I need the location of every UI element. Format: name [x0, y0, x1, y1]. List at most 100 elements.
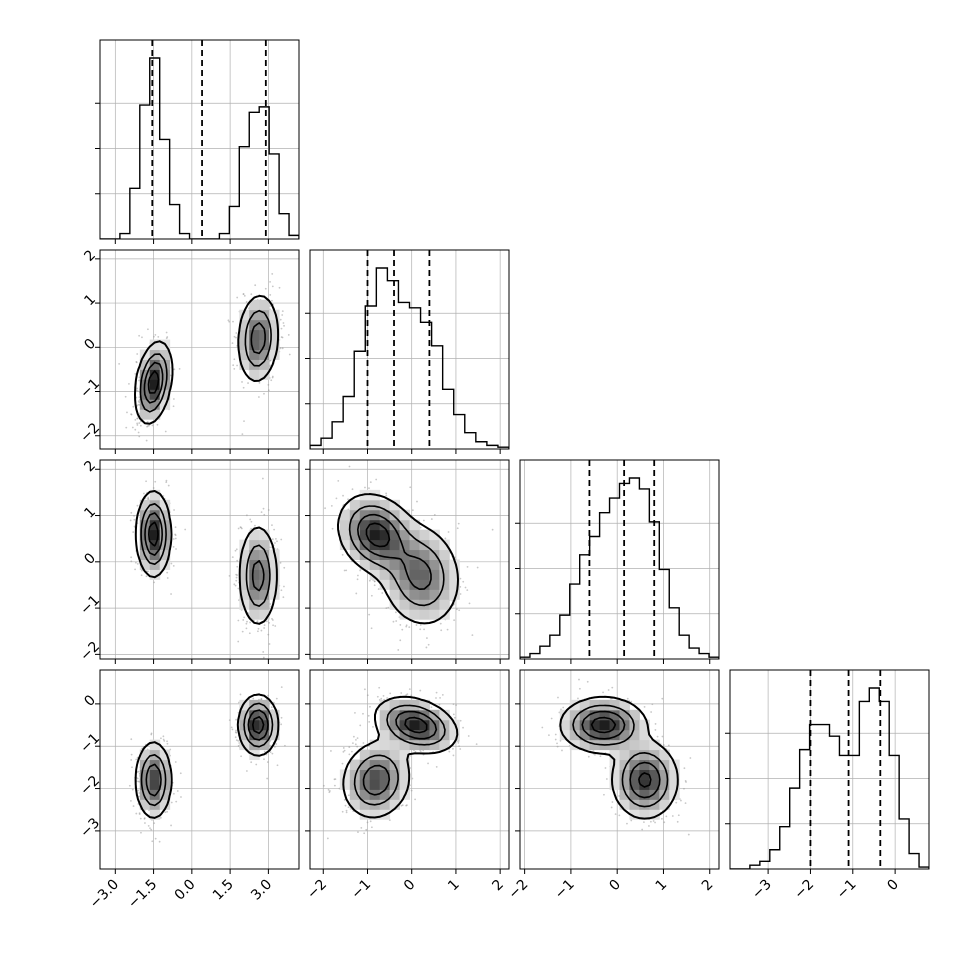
- scatter-point: [347, 794, 350, 797]
- scatter-point: [152, 487, 155, 489]
- density-cell: [409, 609, 420, 620]
- scatter-point: [175, 800, 178, 803]
- scatter-point: [249, 518, 252, 521]
- scatter-point: [266, 777, 269, 780]
- density-cell: [269, 339, 280, 350]
- scatter-point: [147, 570, 150, 573]
- scatter-point: [235, 548, 238, 551]
- y-tick-label: 0: [81, 336, 99, 354]
- panel-content: [100, 670, 299, 869]
- density-cell: [349, 789, 361, 800]
- scatter-point: [236, 574, 238, 577]
- scatter-point: [281, 314, 284, 316]
- scatter-point: [334, 778, 337, 781]
- density-cell: [249, 739, 260, 751]
- scatter-point: [395, 611, 397, 614]
- density-cell: [439, 569, 450, 580]
- density-cell: [369, 759, 381, 770]
- scatter-point: [158, 840, 161, 843]
- scatter-point: [368, 487, 370, 490]
- scatter-point: [430, 518, 433, 520]
- density-cell: [389, 519, 401, 531]
- scatter-point: [287, 334, 290, 336]
- scatter-point: [136, 353, 139, 355]
- density-cell: [439, 589, 450, 600]
- scatter-point: [141, 336, 143, 339]
- scatter-point: [356, 745, 359, 748]
- scatter-point: [263, 513, 266, 516]
- scatter-point: [342, 747, 345, 749]
- scatter-point: [235, 332, 238, 334]
- scatter-point: [357, 574, 359, 577]
- scatter-point: [360, 826, 363, 829]
- scatter-point: [148, 809, 150, 812]
- scatter-point: [395, 620, 398, 622]
- scatter-point: [245, 622, 248, 625]
- scatter-point: [138, 422, 141, 424]
- scatter-point: [356, 578, 359, 581]
- scatter-point: [351, 742, 354, 745]
- density-cell: [399, 749, 410, 761]
- density-cell: [239, 549, 250, 560]
- density-cell: [379, 579, 391, 590]
- density-cell: [389, 539, 401, 551]
- density-cell: [419, 729, 430, 741]
- scatter-point: [178, 367, 181, 370]
- scatter-point: [377, 588, 380, 590]
- scatter-point: [269, 751, 272, 754]
- scatter-point: [271, 538, 274, 541]
- density-cell: [399, 739, 410, 751]
- density-cell: [259, 369, 270, 380]
- scatter-point: [411, 777, 414, 780]
- scatter-point: [165, 479, 168, 482]
- scatter-point: [280, 686, 283, 689]
- scatter-point: [163, 451, 165, 453]
- scatter-point: [359, 724, 362, 727]
- scatter-point: [435, 691, 438, 694]
- scatter-point: [382, 694, 385, 697]
- density-cell: [379, 739, 391, 751]
- density-cell: [259, 539, 270, 551]
- y-tick-label: 1: [81, 291, 99, 309]
- density-cell: [389, 739, 401, 751]
- scatter-point: [269, 364, 272, 367]
- density-cell: [349, 799, 361, 810]
- density-cell: [419, 529, 430, 541]
- density-cell: [399, 509, 410, 521]
- scatter-point: [444, 537, 447, 540]
- scatter-point: [149, 827, 151, 830]
- density-cell: [139, 499, 151, 511]
- scatter-point: [427, 762, 429, 765]
- scatter-point: [345, 569, 348, 572]
- scatter-point: [342, 750, 345, 753]
- scatter-point: [265, 620, 268, 623]
- density-cell: [149, 529, 161, 541]
- density-cell: [369, 519, 381, 531]
- density-cell: [379, 769, 391, 780]
- scatter-point: [159, 816, 162, 819]
- scatter-point: [410, 694, 413, 697]
- scatter-point: [326, 837, 329, 840]
- density-cell: [369, 499, 381, 511]
- scatter-point: [162, 735, 165, 738]
- scatter-point: [134, 418, 137, 421]
- density-cell: [159, 369, 171, 380]
- scatter-point: [270, 706, 273, 709]
- scatter-point: [269, 744, 272, 747]
- scatter-point: [237, 587, 240, 590]
- density-cell: [269, 349, 280, 360]
- density-cell: [159, 749, 171, 761]
- scatter-point: [276, 764, 279, 767]
- density-cell: [429, 579, 440, 590]
- scatter-point: [227, 319, 230, 322]
- scatter-point: [275, 697, 278, 700]
- scatter-point: [256, 620, 259, 623]
- scatter-point: [263, 392, 265, 395]
- panel-content: [100, 40, 299, 239]
- scatter-point: [274, 745, 276, 748]
- density-cell: [149, 519, 161, 531]
- scatter-point: [435, 697, 437, 699]
- scatter-point: [237, 745, 240, 747]
- density-cell: [359, 549, 371, 560]
